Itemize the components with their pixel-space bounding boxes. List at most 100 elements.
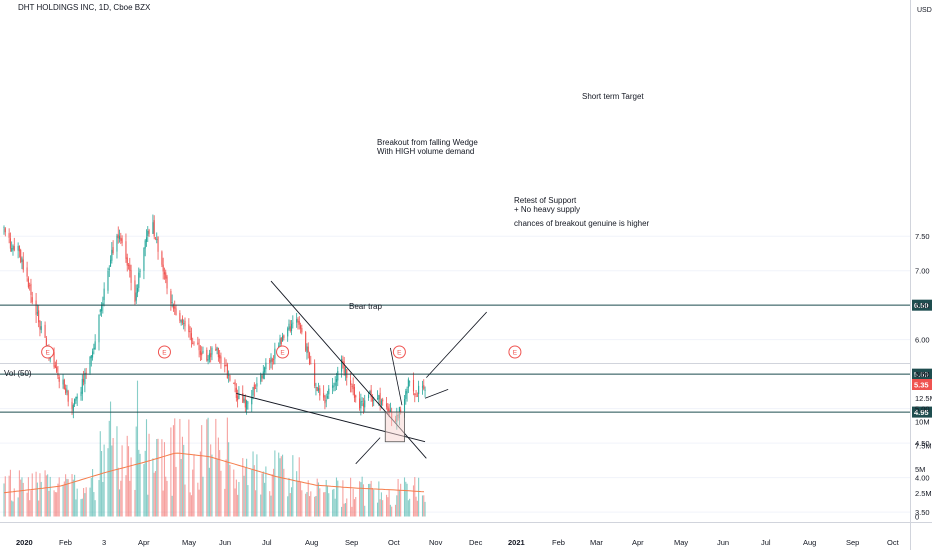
candle-body [343,361,345,373]
candle-body [197,342,199,345]
candle-body [126,257,128,266]
level-price-label: 5.50 [914,370,929,379]
candle-body [315,387,317,388]
volume-bar [166,480,168,517]
volume-bar [117,467,119,517]
candle-body [369,391,371,394]
volume-bar [287,496,289,517]
candle-body [31,297,33,303]
candle-body [380,400,382,406]
volume-bar [8,475,10,517]
candle-body [109,259,112,267]
time-tick-label: Mar [590,538,603,547]
volume-bar [389,504,391,517]
candle-body [382,399,384,402]
candle-body [305,332,307,351]
time-tick-label: Nov [429,538,443,547]
volume-bar [229,464,231,517]
candle-body [298,320,300,325]
volume-bar [63,481,65,517]
volume-bar [98,480,100,517]
candle-body [234,381,236,386]
candle-body [74,399,76,405]
time-tick-label: Aug [803,538,816,547]
volume-bar [11,500,13,517]
volume-tick-label: 0 [915,513,919,522]
volume-bar [116,426,118,517]
volume-bars [3,380,426,517]
volume-bar [307,480,309,517]
volume-bar [382,500,384,517]
candle-body [290,323,293,331]
volume-indicator-label[interactable]: Vol (50) [4,369,32,378]
price-tick-label: 5.00 [915,405,930,414]
annotation-chances: chances of breakout genuine is higher [514,219,650,228]
volume-bar [31,473,33,517]
candle-body [328,388,330,395]
candle-body [400,409,402,413]
earnings-marker [392,345,406,359]
time-tick-label: Dec [469,538,483,547]
candle-body [72,405,74,412]
candle-body [211,347,213,355]
volume-bar [112,438,114,517]
candle-body [287,328,289,337]
volume-bar [369,483,371,517]
candle-body [99,309,101,312]
volume-bar [17,497,19,517]
volume-bar [66,478,68,517]
candle-body [389,409,391,413]
volume-bar [154,471,157,517]
volume-bar [172,425,174,517]
volume-bar [251,469,253,517]
time-tick-label: Apr [632,538,644,547]
candle-body [107,270,109,291]
volume-bar [332,489,334,517]
candle-body [192,342,194,344]
candle-body [201,352,203,356]
candle-body [139,270,141,272]
candle-body [188,324,190,333]
volume-bar [377,502,379,517]
level-price-tag [912,299,932,311]
volume-bar [323,492,325,517]
volume-bar [29,500,31,517]
volume-bar [129,480,131,517]
candle-body [409,381,411,383]
volume-bar [84,493,86,517]
candle-body [414,393,416,395]
candle-body [116,235,118,252]
candle-body [235,387,237,398]
volume-bar [92,469,94,517]
volume-bar [278,452,280,517]
candle-body [350,380,352,385]
candle-body [368,394,370,398]
candle-body [58,376,60,382]
volume-bar [351,506,353,517]
volume-bar [423,495,425,517]
candle-body [76,396,78,399]
candle-body [337,371,339,381]
volume-bar [260,494,262,517]
volume-bar [215,418,217,517]
volume-bar [81,498,83,517]
candle-body [62,379,64,385]
volume-bar [49,476,51,517]
candle-body [412,379,415,392]
candle-body [424,389,426,391]
volume-bar [398,489,400,517]
volume-bar [13,488,15,517]
volume-tick-label: 15M [915,370,930,379]
candle-body [406,388,408,394]
volume-bar [346,498,348,517]
volume-bar [72,479,74,517]
volume-bar [290,487,293,517]
candle-body [101,305,103,312]
current-price-label: 5.35 [914,380,929,389]
candle-body [385,403,388,407]
candle-body [17,245,19,251]
candle-body [145,237,148,242]
volume-bar [208,467,210,517]
